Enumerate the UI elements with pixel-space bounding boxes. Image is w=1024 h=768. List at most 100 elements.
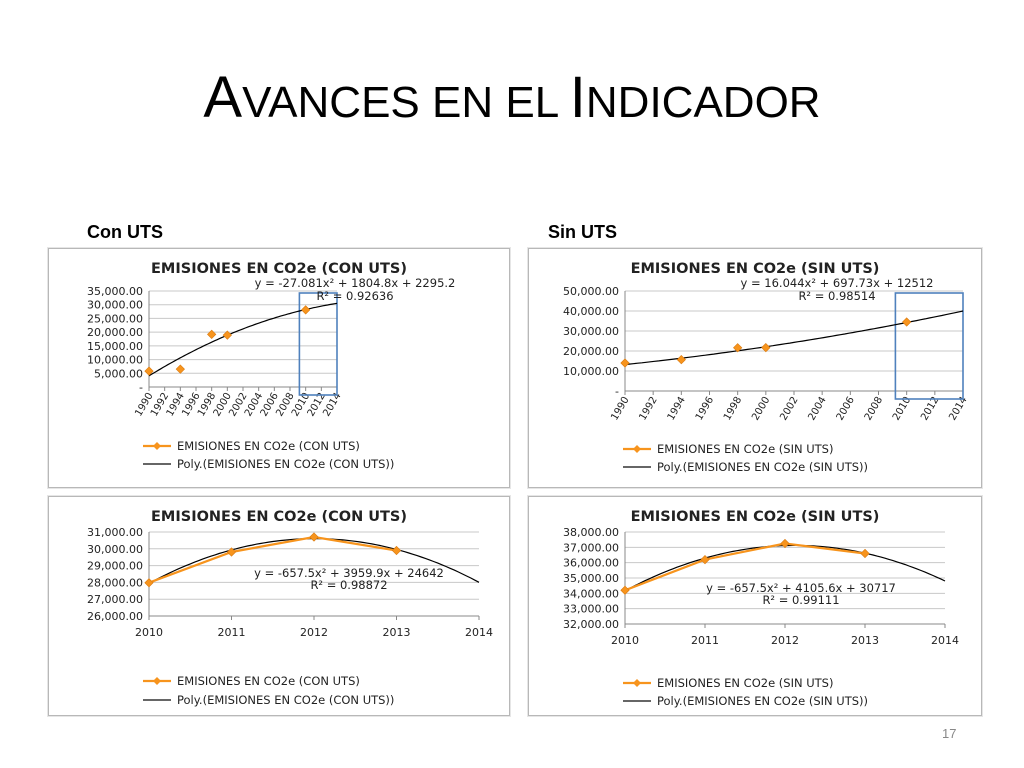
y-tick-label: 30,000.00 [87, 299, 143, 312]
x-tick-label: 2011 [691, 634, 719, 647]
x-tick-label: 2014 [931, 634, 959, 647]
trendline-r2: R² = 0.98872 [310, 578, 387, 592]
title-part: NDICADOR [585, 78, 821, 127]
trendline-equation: y = -657.5x² + 3959.9x + 24642 [254, 566, 444, 580]
y-tick-label: 10,000.00 [87, 354, 143, 367]
y-tick-label: 50,000.00 [563, 285, 619, 298]
chart-sin-uts-zoom: EMISIONES EN CO2e (SIN UTS) 32,000.00 33,0… [528, 496, 982, 716]
x-tick-label: 1996 [694, 395, 716, 423]
chart-title: EMISIONES EN CO2e (SIN UTS) [631, 509, 880, 525]
x-tick-label: 2010 [135, 626, 163, 639]
y-tick-label: 37,000.00 [563, 541, 619, 554]
y-tick-label: 30,000.00 [87, 543, 143, 556]
chart-title: EMISIONES EN CO2e (CON UTS) [151, 261, 407, 277]
x-tick-label: 2002 [778, 395, 800, 423]
y-tick-label: 34,000.00 [563, 587, 619, 600]
trendline-path [148, 302, 338, 377]
y-tick-label: 38,000.00 [563, 526, 619, 539]
data-point-marker [733, 343, 743, 353]
trendline-r2: R² = 0.92636 [316, 289, 393, 303]
data-point-marker [780, 538, 790, 549]
x-tick-label: 2012 [771, 634, 799, 647]
x-tick-label: 1994 [666, 395, 688, 423]
data-point-marker [700, 554, 710, 565]
chart-title: EMISIONES EN CO2e (SIN UTS) [631, 261, 880, 277]
x-tick-label: 2008 [863, 395, 885, 423]
y-tick-label: 31,000.00 [87, 526, 143, 539]
data-point-marker [676, 354, 686, 365]
chart-con-uts-zoom-svg: EMISIONES EN CO2e (CON UTS) 26,000.00 27,0… [87, 509, 493, 707]
y-tick-label: 25,000.00 [87, 312, 143, 325]
data-point-marker [902, 317, 912, 327]
y-tick-label: 36,000.00 [563, 557, 619, 570]
title-part: A [203, 65, 243, 130]
legend-series-label: EMISIONES EN CO2e (CON UTS) [177, 674, 360, 688]
slide-title: AVANCES EN EL INDICADOR [0, 64, 1024, 144]
y-tick-label: 20,000.00 [563, 345, 619, 358]
legend-series-marker [633, 679, 641, 687]
data-point-marker [144, 578, 154, 588]
x-tick-label: 2011 [218, 626, 246, 639]
y-tick-label: 28,000.00 [87, 576, 143, 589]
y-tick-label: - [139, 381, 143, 394]
legend-series-label: EMISIONES EN CO2e (SIN UTS) [657, 676, 833, 690]
trendline-equation: y = 16.044x² + 697.73x + 12512 [741, 276, 934, 290]
chart-con-uts-full: EMISIONES EN CO2e (CON UTS) -5,000.00 10,0… [48, 248, 510, 488]
trendline-r2: R² = 0.98514 [798, 289, 875, 303]
y-tick-label: 35,000.00 [87, 285, 143, 298]
y-tick-label: - [615, 385, 619, 398]
x-tick-label: 2014 [465, 626, 493, 639]
trendline-r2: R² = 0.99111 [762, 593, 839, 607]
x-tick-label: 1990 [609, 395, 631, 423]
y-tick-label: 35,000.00 [563, 572, 619, 585]
data-point-marker [309, 532, 319, 542]
chart-sin-uts-full-svg: EMISIONES EN CO2e (SIN UTS) - 10,000.00 20,… [563, 261, 970, 474]
legend-series-label: EMISIONES EN CO2e (CON UTS) [177, 439, 360, 453]
series-line [624, 542, 866, 592]
y-tick-label: 5,000.00 [94, 367, 143, 380]
x-tick-label: 1998 [722, 395, 744, 423]
y-tick-label: 33,000.00 [563, 603, 619, 616]
chart-sin-uts-full: EMISIONES EN CO2e (SIN UTS) - 10,000.00 20,… [528, 248, 982, 488]
trendline-path [624, 310, 964, 366]
legend-series-marker [153, 442, 161, 450]
trendline-equation: y = -657.5x² + 4105.6x + 30717 [706, 581, 896, 595]
data-point-marker [175, 364, 185, 374]
x-tick-label: 2013 [383, 626, 411, 639]
y-tick-label: 32,000.00 [563, 618, 619, 631]
y-tick-label: 27,000.00 [87, 593, 143, 606]
data-point-marker [860, 548, 870, 559]
data-point-marker [226, 547, 237, 557]
trendline-equation: y = -27.081x² + 1804.8x + 2295.2 [255, 276, 456, 290]
legend-trend-label: Poly.(EMISIONES EN CO2e (CON UTS)) [177, 693, 394, 707]
y-tick-label: 40,000.00 [563, 305, 619, 318]
title-part: VANCES EN EL [242, 78, 570, 127]
data-point-marker [144, 366, 154, 376]
y-tick-label: 20,000.00 [87, 326, 143, 339]
highlight-box [894, 292, 964, 400]
chart-con-uts-zoom: EMISIONES EN CO2e (CON UTS) 26,000.00 27,0… [48, 496, 510, 716]
section-label-sin-uts: Sin UTS [548, 222, 618, 242]
x-tick-label: 2006 [835, 395, 857, 423]
data-point-marker [620, 358, 630, 368]
chart-title: EMISIONES EN CO2e (CON UTS) [151, 509, 407, 525]
x-tick-label: 2004 [807, 395, 829, 423]
legend-series-label: EMISIONES EN CO2e (SIN UTS) [657, 442, 833, 456]
legend-trend-label: Poly.(EMISIONES EN CO2e (CON UTS)) [177, 457, 394, 471]
title-part: I [569, 65, 586, 130]
series-line [148, 535, 397, 584]
y-tick-label: 15,000.00 [87, 340, 143, 353]
legend-series-marker [633, 445, 641, 453]
y-tick-label: 26,000.00 [87, 610, 143, 623]
data-point-marker [222, 330, 232, 340]
page-number: 17 [942, 726, 957, 741]
y-tick-label: 29,000.00 [87, 560, 143, 573]
x-tick-label: 1992 [638, 395, 660, 423]
legend-trend-label: Poly.(EMISIONES EN CO2e (SIN UTS)) [657, 460, 868, 474]
data-point-marker [301, 305, 311, 315]
data-point-marker [207, 329, 217, 339]
legend-trend-label: Poly.(EMISIONES EN CO2e (SIN UTS)) [657, 694, 868, 708]
data-point-marker [391, 545, 402, 556]
legend-series-marker [153, 677, 161, 685]
x-tick-label: 2012 [300, 626, 328, 639]
